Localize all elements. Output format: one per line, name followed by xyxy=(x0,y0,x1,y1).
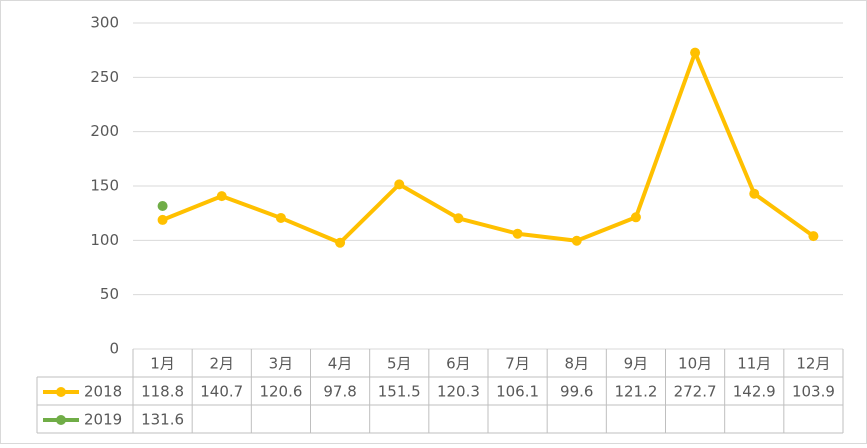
legend-marker xyxy=(56,415,66,425)
data-point xyxy=(808,231,819,242)
table-value: 99.6 xyxy=(560,383,593,401)
legend-label: 2019 xyxy=(84,411,122,429)
data-point xyxy=(216,191,227,202)
x-tick-label: 12月 xyxy=(796,355,830,373)
table-value: 118.8 xyxy=(141,383,184,401)
data-point xyxy=(630,212,641,223)
data-point xyxy=(157,200,168,211)
data-point xyxy=(690,47,701,58)
y-tick-label: 250 xyxy=(90,68,119,86)
data-point xyxy=(453,213,464,224)
legend-label: 2018 xyxy=(84,383,122,401)
x-tick-label: 6月 xyxy=(446,355,471,373)
x-tick-label: 11月 xyxy=(737,355,771,373)
data-point xyxy=(749,188,760,199)
y-tick-label: 100 xyxy=(90,231,119,249)
x-tick-label: 5月 xyxy=(387,355,412,373)
x-tick-label: 7月 xyxy=(505,355,530,373)
y-tick-label: 50 xyxy=(100,285,119,303)
y-tick-label: 200 xyxy=(90,122,119,140)
data-point xyxy=(394,179,405,190)
legend-marker xyxy=(56,387,66,397)
table-value: 140.7 xyxy=(200,383,243,401)
table-value: 131.6 xyxy=(141,411,184,429)
table-value: 120.3 xyxy=(437,383,480,401)
data-point xyxy=(571,235,582,246)
x-tick-label: 10月 xyxy=(678,355,712,373)
x-tick-label: 2月 xyxy=(209,355,234,373)
table-value: 106.1 xyxy=(496,383,539,401)
table-value: 151.5 xyxy=(378,383,421,401)
series-line xyxy=(161,50,815,245)
x-tick-label: 3月 xyxy=(269,355,294,373)
table-value: 272.7 xyxy=(674,383,717,401)
table-value: 97.8 xyxy=(323,383,356,401)
x-tick-label: 9月 xyxy=(624,355,649,373)
table-value: 121.2 xyxy=(614,383,657,401)
x-tick-label: 4月 xyxy=(328,355,353,373)
y-tick-label: 300 xyxy=(90,14,119,32)
data-point xyxy=(335,237,346,248)
table-value: 120.6 xyxy=(259,383,302,401)
data-point xyxy=(157,214,168,225)
table-value: 142.9 xyxy=(733,383,776,401)
data-point xyxy=(512,228,523,239)
x-tick-label: 1月 xyxy=(150,355,175,373)
data-point xyxy=(275,212,286,223)
table-value: 103.9 xyxy=(792,383,835,401)
y-tick-label: 150 xyxy=(90,177,119,195)
x-tick-label: 8月 xyxy=(564,355,589,373)
y-tick-label: 0 xyxy=(109,340,119,358)
